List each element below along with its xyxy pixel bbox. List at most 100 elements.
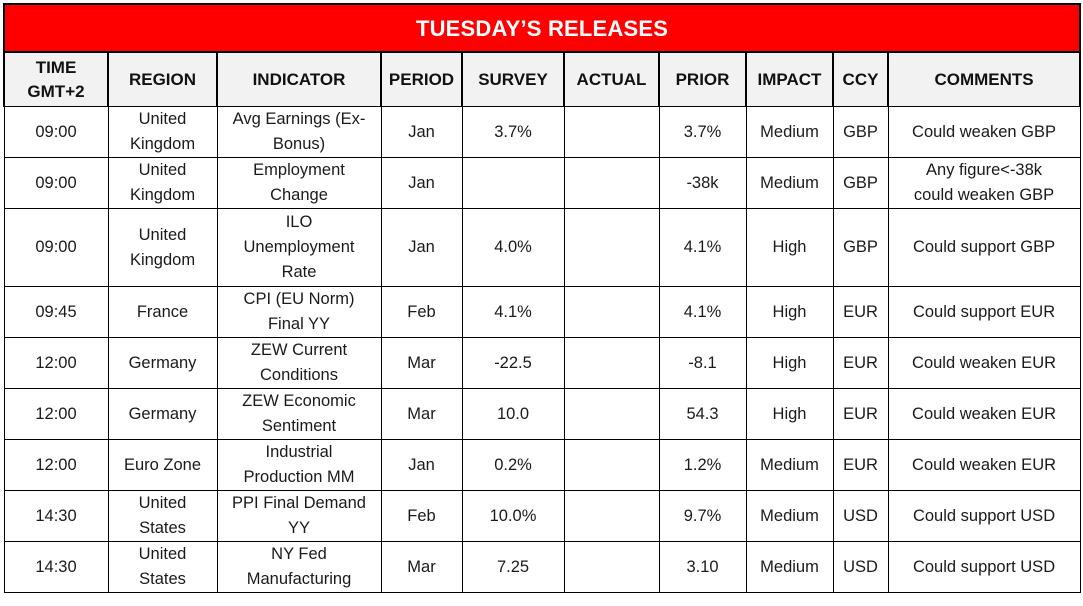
- cell-period: Jan: [380, 439, 463, 491]
- cell-impact: Medium: [745, 106, 834, 158]
- cell-actual: [563, 286, 660, 338]
- cell-region-line: Kingdom: [129, 135, 196, 153]
- cell-region-line: Kingdom: [129, 250, 196, 269]
- header-prior: PRIOR: [658, 51, 747, 107]
- cell-survey: 3.7%: [461, 106, 565, 158]
- cell-indicator-line: Conditions: [260, 366, 338, 384]
- cell-comments: Could support USD: [887, 541, 1081, 593]
- cell-period: Jan: [380, 106, 463, 158]
- cell-comments: Could support EUR: [887, 286, 1081, 338]
- cell-comments-line: Could support GBP: [912, 238, 1056, 256]
- cell-actual: [563, 106, 660, 158]
- cell-indicator: Avg Earnings (Ex- Bonus): [216, 106, 382, 158]
- cell-period: Mar: [380, 337, 463, 389]
- cell-actual: [563, 337, 660, 389]
- table-row: 14:30 United States NY Fed Manufacturing Mar 7…: [3, 541, 1081, 593]
- header-row: TIME GMT+2 REGION INDICATOR PERIOD SURVE…: [3, 51, 1082, 107]
- cell-region: United States: [107, 490, 218, 542]
- cell-time: 14:30: [3, 490, 109, 542]
- cell-ccy: EUR: [832, 388, 889, 440]
- header-time: TIME GMT+2: [3, 51, 109, 107]
- cell-indicator: Employment Change: [216, 157, 382, 209]
- cell-indicator: Industrial Production MM: [216, 439, 382, 491]
- cell-indicator-line: Avg Earnings (Ex-: [232, 110, 366, 128]
- cell-actual: [563, 490, 660, 542]
- cell-region-line: United: [138, 110, 187, 128]
- cell-region-line: United: [138, 225, 187, 244]
- cell-prior: 4.1%: [658, 208, 747, 287]
- cell-indicator-line: Bonus): [272, 135, 326, 153]
- cell-actual: [563, 541, 660, 593]
- cell-ccy: GBP: [832, 106, 889, 158]
- cell-indicator-line: Employment: [253, 161, 345, 179]
- cell-comments: Could weaken EUR: [887, 337, 1081, 389]
- header-time-line1: TIME: [35, 57, 77, 77]
- cell-region: Germany: [107, 337, 218, 389]
- cell-indicator: ILO Unemployment Rate: [216, 208, 382, 287]
- cell-comments-line: Any figure<-38k: [926, 161, 1043, 179]
- cell-comments-line: Could support EUR: [912, 302, 1056, 321]
- cell-indicator-line: Production MM: [243, 468, 355, 486]
- cell-ccy: EUR: [832, 286, 889, 338]
- cell-time: 09:00: [3, 106, 109, 158]
- cell-ccy: GBP: [832, 157, 889, 209]
- cell-prior: 3.7%: [658, 106, 747, 158]
- cell-prior: 4.1%: [658, 286, 747, 338]
- cell-survey: 4.0%: [461, 208, 565, 287]
- header-comments: COMMENTS: [886, 51, 1082, 107]
- cell-actual: [563, 157, 660, 209]
- cell-impact: High: [745, 286, 834, 338]
- cell-survey: 10.0: [461, 388, 565, 440]
- cell-comments-line: Could weaken GBP: [912, 122, 1057, 141]
- cell-indicator: PPI Final Demand YY: [216, 490, 382, 542]
- cell-prior: 54.3: [658, 388, 747, 440]
- cell-comments-line: Could weaken EUR: [912, 455, 1057, 474]
- cell-region: Euro Zone: [107, 439, 218, 491]
- table-row: 12:00 Germany ZEW Economic Sentiment Mar 10.0…: [3, 388, 1081, 440]
- cell-comments-line: Could weaken EUR: [912, 353, 1057, 372]
- cell-indicator-line: Change: [270, 186, 328, 204]
- cell-region-line: States: [139, 570, 186, 588]
- cell-comments: Could support USD: [887, 490, 1081, 542]
- cell-indicator-line: ZEW Current: [250, 341, 348, 359]
- cell-prior: 9.7%: [658, 490, 747, 542]
- cell-region-line: France: [136, 302, 189, 321]
- cell-period: Feb: [380, 286, 463, 338]
- cell-indicator: CPI (EU Norm) Final YY: [216, 286, 382, 338]
- cell-survey: -22.5: [461, 337, 565, 389]
- table-row: 09:00 United Kingdom ILO Unemployment Rate Jan…: [3, 208, 1081, 287]
- cell-prior: -38k: [658, 157, 747, 209]
- cell-time: 09:00: [3, 157, 109, 209]
- cell-survey: 0.2%: [461, 439, 565, 491]
- cell-actual: [563, 439, 660, 491]
- cell-comments-line: Could weaken EUR: [912, 404, 1057, 423]
- cell-survey: [461, 157, 565, 209]
- cell-region: Germany: [107, 388, 218, 440]
- cell-time: 12:00: [3, 439, 109, 491]
- header-time-line2: GMT+2: [27, 81, 85, 101]
- table-title: TUESDAY’S RELEASES: [2, 3, 1082, 53]
- cell-indicator-line: CPI (EU Norm): [243, 290, 355, 308]
- cell-ccy: EUR: [832, 337, 889, 389]
- cell-survey: 4.1%: [461, 286, 565, 338]
- cell-indicator-line: NY Fed: [271, 545, 327, 563]
- cell-ccy: USD: [832, 490, 889, 542]
- cell-period: Feb: [380, 490, 463, 542]
- cell-indicator-line: ZEW Economic: [242, 392, 356, 410]
- cell-actual: [563, 208, 660, 287]
- cell-time: 09:00: [3, 208, 109, 287]
- cell-comments-line: Could support USD: [912, 506, 1056, 525]
- cell-indicator-line: Rate: [281, 263, 317, 281]
- cell-region-line: States: [139, 519, 186, 537]
- cell-survey: 7.25: [461, 541, 565, 593]
- cell-comments: Could weaken EUR: [887, 439, 1081, 491]
- cell-region-line: Germany: [128, 353, 197, 372]
- cell-indicator-line: Unemployment: [243, 238, 355, 256]
- cell-region-line: United: [138, 161, 187, 179]
- table-body: 09:00 United Kingdom Avg Earnings (Ex- Bonus…: [3, 106, 1081, 593]
- table-row: 12:00 Euro Zone Industrial Production MM Jan…: [3, 439, 1081, 491]
- cell-region-line: United: [138, 494, 187, 512]
- header-survey: SURVEY: [461, 51, 565, 107]
- cell-prior: 3.10: [658, 541, 747, 593]
- cell-region: United Kingdom: [107, 208, 218, 287]
